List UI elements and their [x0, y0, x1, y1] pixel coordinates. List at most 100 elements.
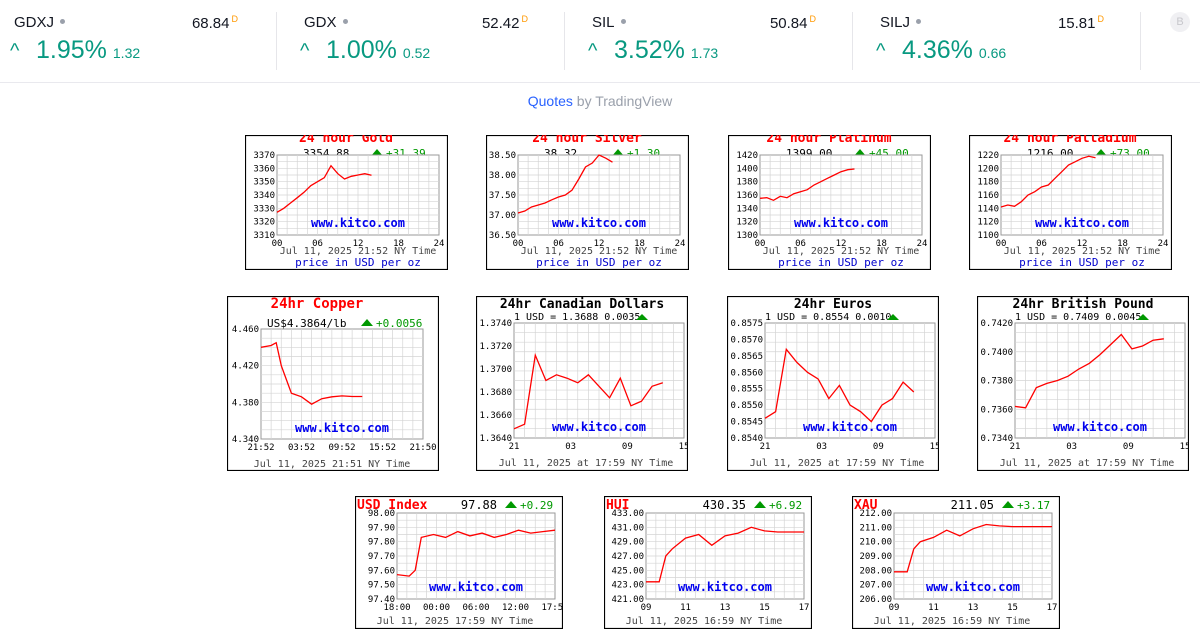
y-tick-label: 97.80	[368, 538, 395, 548]
kitco-watermark: www.kitco.com	[926, 580, 1020, 594]
chart-usd-index[interactable]: USD Index 97.88 +0.29 98.00 97.90 97.80 97.70 9…	[355, 496, 563, 629]
y-tick-label: 0.7380	[980, 377, 1013, 387]
y-tick-label: 1160	[977, 191, 999, 201]
y-tick-label: 0.8570	[730, 335, 763, 345]
x-tick-label: 06	[312, 239, 323, 249]
y-tick-label: 1140	[977, 204, 999, 214]
x-tick-label: 12:00	[502, 603, 529, 613]
y-tick-label: 421.00	[611, 595, 644, 605]
y-tick-label: 425.00	[611, 566, 644, 576]
y-tick-label: 1180	[977, 178, 999, 188]
x-tick-label: 00	[272, 239, 283, 249]
chart-xau[interactable]: XAU 211.05 +3.17 212.00 211.00 210.00 209.00 20…	[852, 496, 1060, 629]
x-tick-label: 17	[1047, 603, 1058, 613]
y-tick-label: 3310	[253, 231, 275, 241]
x-tick-label: 24	[675, 239, 686, 249]
kitco-watermark: www.kitco.com	[678, 580, 772, 594]
y-tick-label: 1300	[736, 231, 758, 241]
chart-title: HUI	[606, 498, 629, 513]
x-tick-label: 00	[996, 239, 1007, 249]
y-tick-label: 209.00	[859, 552, 892, 562]
ticker-item-gdx[interactable]: GDX 52.42 D ^ 1.00% 0.52	[290, 0, 540, 82]
caret-up-icon: ^	[588, 40, 598, 62]
x-tick-label: 21:52	[247, 443, 274, 453]
y-tick-label: 1380	[736, 178, 758, 188]
x-tick-label: 00	[513, 239, 524, 249]
ticker-item-sil[interactable]: SIL 50.84 D ^ 3.52% 1.73	[578, 0, 828, 82]
chart-title: 24hr Euros	[794, 297, 872, 312]
x-tick-label: 15	[1180, 442, 1189, 452]
caret-up-icon: ^	[10, 40, 20, 62]
ticker-symbol: GDXJ	[14, 14, 66, 31]
caret-up-icon: ^	[300, 40, 310, 62]
quotes-link[interactable]: Quotes	[527, 93, 573, 109]
kitco-watermark: www.kitco.com	[1035, 216, 1129, 230]
x-tick-label: 18	[876, 239, 887, 249]
up-arrow-icon	[1137, 314, 1149, 320]
status-dot-icon	[60, 18, 66, 24]
chart-price: 97.88	[461, 498, 497, 512]
x-tick-label: 09	[641, 603, 652, 613]
x-tick-label: 13	[720, 603, 731, 613]
y-tick-label: 1.3720	[479, 342, 512, 352]
x-tick-label: 06	[553, 239, 564, 249]
up-arrow-icon	[636, 314, 648, 320]
next-ticker-logo-icon[interactable]: B	[1170, 12, 1190, 32]
x-tick-label: 15	[1007, 603, 1018, 613]
x-tick-label: 06	[1036, 239, 1047, 249]
y-tick-label: 0.8565	[730, 352, 763, 362]
ticker-symbol: GDX	[304, 14, 348, 31]
ticker-divider	[276, 12, 277, 70]
x-tick-label: 15	[759, 603, 770, 613]
y-tick-label: 1.3740	[479, 319, 512, 329]
y-tick-label: 1400	[736, 164, 758, 174]
y-tick-label: 0.7340	[980, 434, 1013, 444]
chart-price: US$4.3864/lb	[267, 317, 346, 330]
price-series-line	[517, 154, 613, 214]
ticker-change: ^ 3.52% 1.73	[588, 36, 719, 64]
ticker-price: 50.84 D	[769, 14, 817, 32]
credit-by-text: by TradingView	[572, 93, 673, 109]
chart-hui[interactable]: HUI 430.35 +6.92 433.00 431.00 429.00 427.00 42…	[604, 496, 812, 629]
y-tick-label: 3370	[253, 151, 275, 161]
ticker-divider	[852, 12, 853, 70]
chart-change: +0.0056	[376, 317, 422, 330]
y-tick-label: 0.7420	[980, 319, 1013, 329]
chart-timestamp: Jul 11, 2025 at 17:59 NY Time	[499, 458, 674, 469]
y-tick-label: 431.00	[611, 523, 644, 533]
price-series-line	[894, 523, 1052, 573]
up-arrow-icon	[505, 501, 517, 508]
price-series-line	[276, 164, 372, 213]
price-series-line	[646, 526, 804, 583]
ticker-item-gdxj[interactable]: GDXJ 68.84 D ^ 1.95% 1.32	[0, 0, 250, 82]
chart-copper-24h[interactable]: 24hr Copper US$4.3864/lb +0.0056 4.460 4.420…	[227, 296, 439, 471]
up-arrow-icon	[754, 501, 766, 508]
status-dot-icon	[620, 18, 626, 24]
x-tick-label: 03	[565, 442, 576, 452]
x-tick-label: 06:00	[462, 603, 489, 613]
delay-tag: D	[809, 14, 817, 24]
x-tick-label: 17	[799, 603, 810, 613]
ticker-item-silj[interactable]: SILJ 15.81 D ^ 4.36% 0.66	[866, 0, 1116, 82]
x-tick-label: 15	[930, 442, 939, 452]
price-series-line	[759, 168, 855, 202]
y-tick-label: 1320	[736, 218, 758, 228]
kitco-watermark: www.kitco.com	[552, 420, 646, 434]
x-tick-label: 18	[1117, 239, 1128, 249]
x-tick-label: 03:52	[288, 443, 315, 453]
y-tick-label: 97.50	[368, 581, 395, 591]
up-arrow-icon	[854, 149, 866, 156]
y-tick-label: 4.340	[232, 435, 259, 445]
ticker-symbol: SIL	[592, 14, 626, 31]
caret-up-icon: ^	[876, 40, 886, 62]
y-tick-label: 37.50	[489, 191, 516, 201]
chart-timestamp: Jul 11, 2025 21:52 NY Time	[280, 246, 437, 257]
x-tick-label: 21	[760, 442, 771, 452]
